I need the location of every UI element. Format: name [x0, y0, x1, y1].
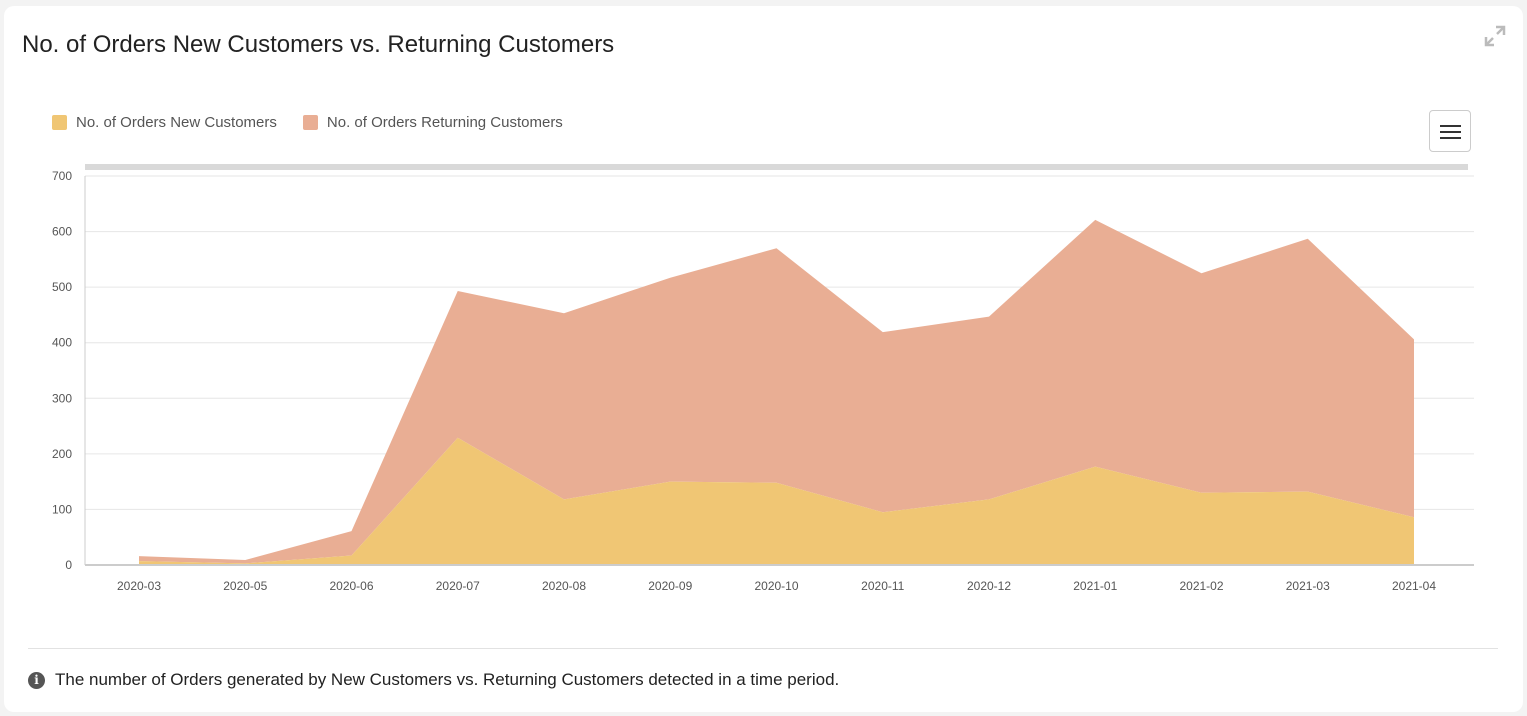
x-tick-label-2021-04: 2021-04	[1392, 579, 1436, 593]
point-returning-customers-2020-05[interactable]	[242, 557, 248, 563]
point-new-customers-2020-10[interactable]	[774, 480, 780, 486]
legend-swatch-new-customers	[52, 115, 67, 130]
y-tick-label-600: 600	[52, 225, 72, 239]
x-tick-label-2020-11: 2020-11	[861, 579, 904, 593]
y-tick-label-700: 700	[52, 169, 72, 183]
y-tick-label-500: 500	[52, 280, 72, 294]
point-returning-customers-2021-03[interactable]	[1305, 236, 1311, 242]
point-new-customers-2020-06[interactable]	[349, 553, 355, 559]
point-returning-customers-2020-10[interactable]	[774, 245, 780, 251]
point-new-customers-2020-08[interactable]	[561, 496, 567, 502]
footer-divider	[28, 648, 1498, 649]
x-tick-label-2020-03: 2020-03	[117, 579, 161, 593]
point-returning-customers-2020-03[interactable]	[136, 553, 142, 559]
point-returning-customers-2020-08[interactable]	[561, 310, 567, 316]
point-new-customers-2021-04[interactable]	[1411, 514, 1417, 520]
footnote-text: The number of Orders generated by New Cu…	[55, 670, 840, 689]
area-new-customers[interactable]	[139, 437, 1414, 565]
point-returning-customers-2020-07[interactable]	[455, 288, 461, 294]
chart-title: No. of Orders New Customers vs. Returnin…	[22, 31, 615, 58]
x-tick-label-2020-07: 2020-07	[436, 579, 480, 593]
legend-item-new-customers[interactable]: No. of Orders New Customers	[52, 114, 277, 131]
x-tick-label-2020-10: 2020-10	[754, 579, 798, 593]
chart-legend: No. of Orders New Customers No. of Order…	[52, 114, 589, 131]
point-new-customers-2021-02[interactable]	[1199, 490, 1205, 496]
x-tick-label-2020-06: 2020-06	[329, 579, 373, 593]
point-returning-customers-2020-09[interactable]	[667, 275, 673, 281]
area-returning-customers[interactable]	[139, 219, 1414, 564]
area-series	[136, 217, 1417, 565]
info-icon: i	[28, 671, 45, 689]
y-tick-label-100: 100	[52, 502, 72, 516]
point-new-customers-2021-01[interactable]	[1092, 464, 1098, 470]
y-tick-label-300: 300	[52, 391, 72, 405]
point-returning-customers-2020-06[interactable]	[349, 528, 355, 534]
y-tick-label-200: 200	[52, 447, 72, 461]
point-returning-customers-2021-02[interactable]	[1199, 270, 1205, 276]
x-axis-ticks: 2020-03 2020-05 2020-06 2020-07 2020-08 2020-…	[117, 579, 1436, 593]
chart-card: No. of Orders New Customers vs. Returnin…	[4, 6, 1523, 712]
legend-swatch-returning-customers	[302, 115, 318, 130]
x-tick-label-2020-08: 2020-08	[542, 579, 586, 593]
point-new-customers-2020-11[interactable]	[880, 509, 886, 515]
x-tick-label-2021-03: 2021-03	[1286, 579, 1330, 593]
navigator-bar[interactable]	[85, 164, 1468, 170]
x-tick-label-2020-12: 2020-12	[967, 579, 1011, 593]
x-tick-label-2021-02: 2021-02	[1179, 579, 1223, 593]
point-new-customers-2020-09[interactable]	[667, 479, 673, 485]
legend-label-returning-customers: No. of Orders Returning Customers	[326, 114, 563, 131]
x-tick-label-2020-09: 2020-09	[648, 579, 692, 593]
point-new-customers-2020-07[interactable]	[455, 435, 461, 441]
chart-menu-button[interactable]	[1429, 110, 1471, 152]
point-returning-customers-2020-11[interactable]	[880, 329, 886, 335]
point-new-customers-2021-03[interactable]	[1305, 489, 1311, 495]
point-returning-customers-2021-04[interactable]	[1411, 336, 1417, 342]
y-axis-ticks: 0 100 200 300 400 500 600 700	[52, 169, 72, 572]
y-tick-label-400: 400	[52, 336, 72, 350]
expand-icon[interactable]	[1483, 24, 1507, 48]
chart-footnote: i The number of Orders generated by New …	[28, 670, 839, 690]
legend-item-returning-customers[interactable]: No. of Orders Returning Customers	[302, 114, 563, 131]
hamburger-menu-icon	[1440, 125, 1461, 127]
point-returning-customers-2021-01[interactable]	[1092, 217, 1098, 223]
y-tick-label-0: 0	[65, 558, 72, 572]
axes	[84, 176, 1474, 566]
x-tick-label-2021-01: 2021-01	[1073, 579, 1117, 593]
point-returning-customers-2020-12[interactable]	[986, 314, 992, 320]
x-tick-label-2020-05: 2020-05	[223, 579, 267, 593]
point-new-customers-2020-12[interactable]	[986, 496, 992, 502]
legend-label-new-customers: No. of Orders New Customers	[76, 114, 277, 131]
